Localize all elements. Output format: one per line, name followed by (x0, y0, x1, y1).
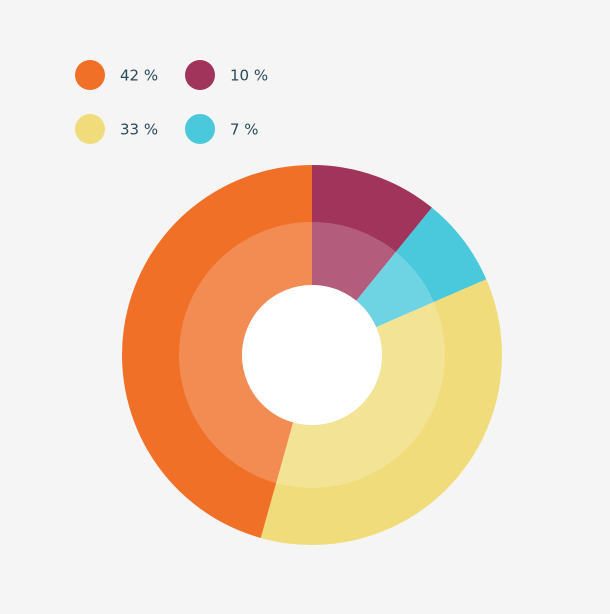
legend-label: 7 % (230, 121, 259, 139)
slice (121, 165, 312, 538)
inner-ring (178, 222, 445, 489)
slice (260, 279, 502, 545)
legend-label: 42 % (120, 67, 158, 85)
legend-label: 33 % (120, 121, 158, 139)
legend: 42 % 33 % 10 % 7 % (75, 60, 268, 144)
legend-swatch (185, 114, 215, 144)
legend-swatch (75, 114, 105, 144)
slice (312, 165, 432, 301)
legend-swatch (185, 60, 215, 90)
slice (356, 207, 487, 328)
legend-swatch (75, 60, 105, 90)
legend-label: 10 % (230, 67, 268, 85)
donut (121, 165, 502, 545)
donut-hole (242, 285, 382, 425)
